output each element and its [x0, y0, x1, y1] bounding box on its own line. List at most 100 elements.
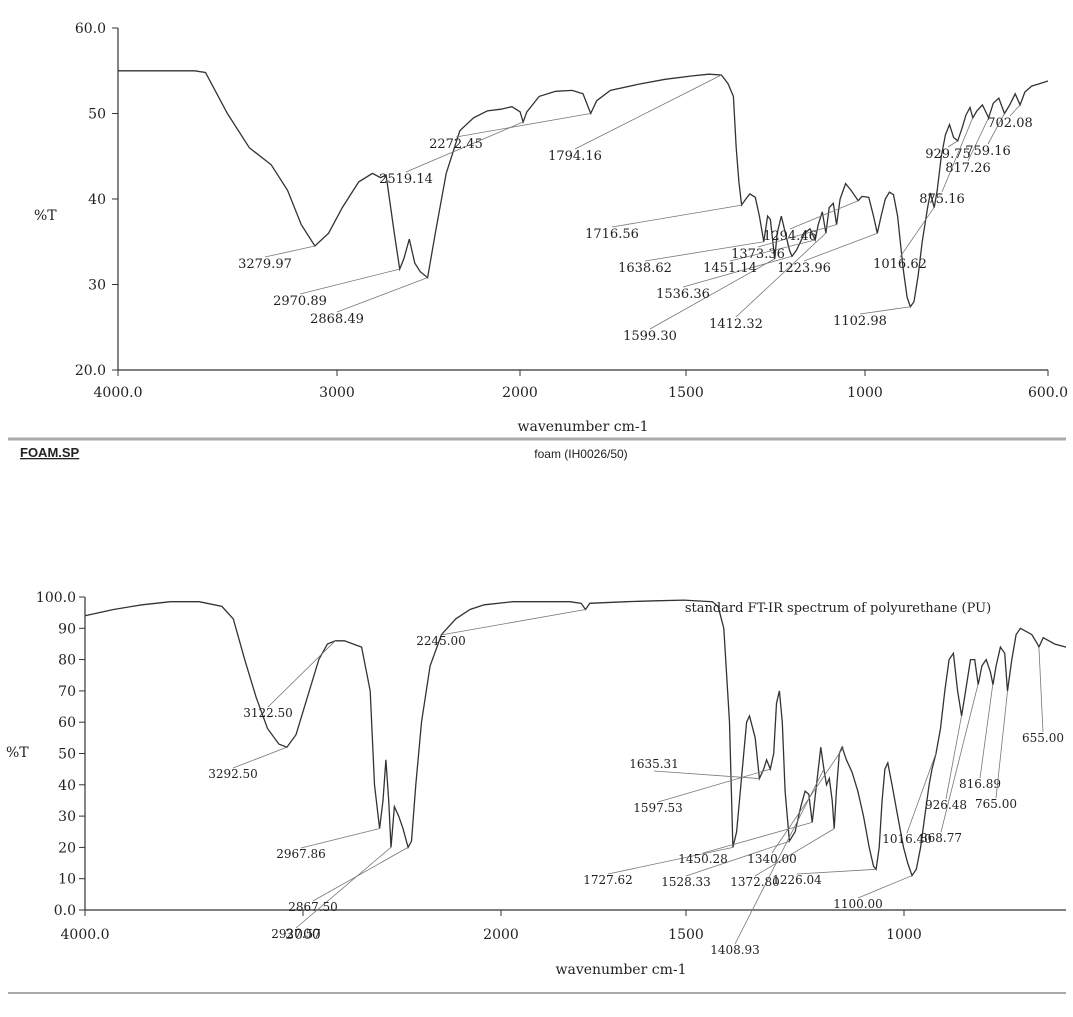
peak-label: 2970.89: [273, 294, 327, 309]
peak-label: 926.48: [925, 798, 967, 812]
foam-peak-labels: 3279.97 2970.89 2868.49 2519.14 2272.45 1794.…: [238, 74, 1033, 344]
foam-x-ticks: 4000.0 3000 2000 1500 1000 600.0: [94, 370, 1068, 401]
peak-leader-line: [574, 74, 722, 150]
peak-leader-line: [987, 113, 1005, 145]
foam-sample-id: foam (IH0026/50): [534, 447, 627, 461]
peak-label: 875.16: [919, 192, 965, 207]
peak-label: 2867.50: [288, 900, 338, 914]
peak-label: 1294.46: [763, 229, 817, 244]
peak-label: 1536.36: [656, 287, 710, 302]
peak-label: 3279.97: [238, 257, 292, 272]
peak-leader-line: [267, 640, 336, 708]
peak-leader-line: [702, 821, 813, 854]
x-tick-label: 1000: [847, 385, 883, 401]
peak-label: 2927.57: [271, 927, 321, 941]
peak-label: 816.89: [959, 777, 1001, 791]
peak-leader-line: [300, 828, 380, 849]
peak-leader-line: [771, 747, 844, 854]
x-tick-label: 3000: [285, 927, 321, 943]
peak-label: 2868.49: [310, 312, 364, 327]
peak-label: 1451.14: [703, 261, 757, 276]
peak-label: 1794.16: [548, 149, 602, 164]
peak-leader-line: [754, 828, 835, 877]
x-tick-label: 4000.0: [94, 385, 143, 401]
peak-leader-line: [947, 140, 959, 148]
peak-label: 1223.96: [777, 261, 831, 276]
peak-label: 655.00: [1022, 731, 1064, 745]
peak-label: 868.77: [920, 831, 962, 845]
x-tick-label: 600.0: [1028, 385, 1068, 401]
peak-leader-line: [1038, 647, 1044, 733]
pu-peak-labels: 3292.50 3122.50 2967.86 2927.57 2867.50 2245.…: [208, 609, 1064, 957]
peak-leader-line: [682, 255, 792, 288]
foam-y-ticks: 60.0 50 40 30 20.0: [75, 21, 118, 379]
y-tick-label: 90: [58, 621, 76, 637]
y-tick-label: 10: [58, 872, 76, 888]
peak-label: 929.75: [925, 147, 971, 162]
pu-series-line: [84, 599, 1067, 878]
foam-series-line: [118, 70, 1049, 309]
peak-leader-line: [729, 239, 816, 262]
peak-leader-line: [685, 840, 790, 877]
peak-leader-line: [611, 204, 743, 228]
y-tick-label: 70: [58, 684, 76, 700]
peak-leader-line: [906, 753, 937, 834]
peak-label: 1412.32: [709, 317, 763, 332]
peak-leader-line: [264, 245, 316, 258]
peak-leader-line: [857, 875, 913, 899]
peak-leader-line: [979, 684, 994, 779]
peak-leader-line: [859, 306, 911, 315]
peak-leader-line: [405, 121, 524, 173]
foam-y-axis-label: %T: [34, 208, 57, 224]
x-tick-label: 1500: [668, 385, 704, 401]
peak-leader-line: [653, 770, 760, 779]
peak-label: 1016.62: [873, 257, 927, 272]
peak-leader-line: [995, 690, 1008, 799]
peak-leader-line: [440, 609, 586, 636]
peak-leader-line: [312, 847, 409, 902]
x-tick-label: 1000: [886, 927, 922, 943]
y-tick-label: 30: [88, 278, 106, 294]
foam-file-name: FOAM.SP: [20, 445, 80, 460]
peak-label: 1372.80: [730, 875, 780, 889]
peak-label: 1450.28: [678, 852, 728, 866]
x-tick-label: 1500: [668, 927, 704, 943]
y-tick-label: 50: [88, 107, 106, 123]
peak-leader-line: [899, 207, 935, 258]
peak-label: 1597.53: [633, 801, 683, 815]
peak-label: 3292.50: [208, 767, 258, 781]
y-tick-label: 80: [58, 653, 76, 669]
peak-label: 2967.86: [276, 847, 326, 861]
peak-leader-line: [945, 715, 962, 800]
y-tick-label: 30: [58, 809, 76, 825]
peak-label: 1016.40: [882, 832, 932, 846]
y-tick-label: 50: [58, 747, 76, 763]
x-tick-label: 2000: [502, 385, 538, 401]
peak-label: 1373.36: [731, 247, 785, 262]
x-tick-label: 3000: [319, 385, 355, 401]
peak-leader-line: [796, 868, 877, 875]
peak-leader-line: [455, 113, 591, 138]
peak-label: 759.16: [965, 144, 1011, 159]
y-tick-label: 20.0: [75, 363, 106, 379]
y-tick-label: 60: [58, 715, 76, 731]
peak-leader-line: [967, 117, 989, 162]
peak-label: 817.26: [945, 161, 991, 176]
peak-leader-line: [941, 117, 974, 193]
peak-leader-line: [1009, 104, 1021, 117]
peak-leader-line: [789, 200, 859, 230]
peak-leader-line: [607, 847, 734, 875]
x-tick-label: 2000: [483, 927, 519, 943]
x-tick-label: 4000.0: [61, 927, 110, 943]
peak-label: 1727.62: [583, 873, 633, 887]
peak-leader-line: [649, 258, 775, 330]
peak-leader-line: [803, 232, 878, 262]
peak-label: 1638.62: [618, 261, 672, 276]
peak-label: 1599.30: [623, 329, 677, 344]
pu-x-axis-label: wavenumber cm-1: [556, 962, 687, 978]
peak-label: 1226.04: [772, 873, 822, 887]
peak-label: 1100.00: [833, 897, 883, 911]
